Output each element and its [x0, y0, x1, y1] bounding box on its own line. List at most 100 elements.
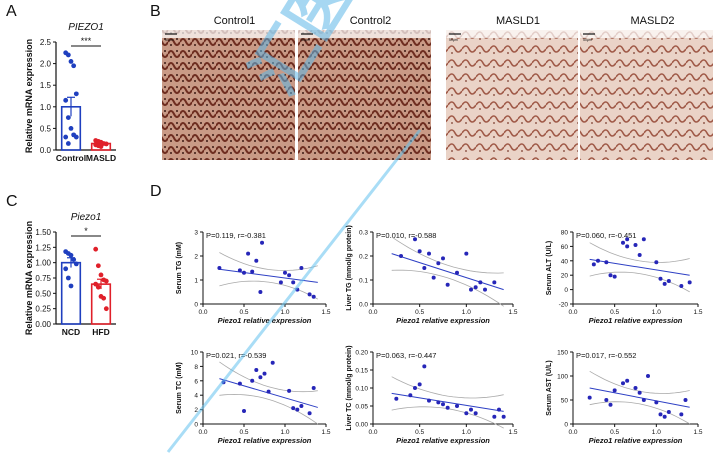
scatter-2-point — [464, 251, 469, 256]
scatter-6-point — [646, 374, 650, 378]
panel-letter-d: D — [150, 183, 162, 200]
scatter-2-point — [413, 237, 417, 242]
scatter-6-point — [604, 398, 609, 402]
scatter-5-stat: P=0.063, r=-0.447 — [376, 351, 436, 360]
scatter-1-point — [250, 269, 255, 274]
c-ytick-label: 1.50 — [35, 228, 51, 237]
scatter-2-point — [431, 275, 436, 280]
scatter-3-point — [612, 274, 617, 279]
a-point — [103, 141, 109, 147]
scatter-5-point — [473, 411, 478, 416]
scatter-4-xlabel: Piezo1 relative expression — [218, 436, 312, 445]
a-ylabel: Relative mRNA expression — [24, 39, 34, 153]
scatter-6-point — [625, 378, 630, 383]
a-point — [63, 134, 69, 140]
scatter-4-point — [266, 389, 271, 394]
c-title: Piezo1 — [71, 212, 102, 223]
scatter-1-ylabel: Serum TG (mM) — [176, 242, 183, 294]
scatter-3-point — [621, 240, 625, 245]
scatter-2-xtick-label: 1.0 — [462, 309, 471, 316]
scatter-2-point — [445, 282, 450, 287]
scatter-4-point — [250, 378, 255, 383]
histology-image-3 — [446, 30, 578, 160]
scatter-4-xtick-label: 0.5 — [239, 429, 248, 436]
scatter-1-point — [278, 280, 283, 285]
histology-title-3: MASLD1 — [496, 15, 540, 27]
scatter-5-point — [492, 414, 497, 419]
scatter-3-xtick-label: 0.0 — [568, 309, 577, 316]
scatter-2-point — [399, 254, 403, 258]
c-point — [68, 252, 74, 258]
scatter-3-stat: P=0.060, r=-0.451 — [576, 231, 636, 240]
scatter-5-ytick-label: 0.00 — [355, 422, 368, 429]
scatter-4-point — [254, 368, 259, 372]
scatter-1-point — [217, 266, 222, 270]
scatter-5-ylabel: Liver TC (mmol/g protein) — [346, 345, 353, 430]
scatter-6-point — [658, 412, 663, 417]
c-point — [93, 246, 99, 252]
scatter-5-point — [445, 405, 450, 410]
c-sig-label: * — [84, 226, 88, 236]
scatter-1-ytick-label: 0 — [194, 302, 198, 309]
scatter-4-ytick-label: 8 — [194, 364, 198, 371]
scatter-3-point — [658, 276, 663, 281]
scatter-6-point — [633, 386, 638, 390]
scatter-6-ci-lower — [589, 401, 690, 425]
scatter-6-point — [637, 390, 642, 395]
scatter-3-ytick-label: -20 — [559, 302, 569, 309]
scatter-2-point — [422, 266, 427, 270]
scatter-6-stat: P=0.017, r=-0.552 — [576, 351, 636, 360]
histology-title-1: Control1 — [214, 15, 256, 27]
scatter-2-xtick-label: 1.5 — [508, 309, 517, 316]
scatter-3-point — [662, 281, 667, 286]
histology-image-2 — [298, 30, 431, 160]
c-ytick-label: 0.25 — [35, 305, 51, 314]
scatter-3-point — [625, 237, 630, 242]
scatter-5-point — [417, 382, 422, 387]
scatter-6-ytick-label: 150 — [557, 350, 568, 357]
scatter-6-xtick-label: 1.0 — [652, 429, 661, 436]
a-point — [68, 59, 74, 64]
scatter-4-ylabel: Serum TC (mM) — [176, 362, 183, 414]
scatter-2-ci-lower — [391, 269, 504, 307]
scatter-6-point — [621, 381, 625, 386]
scatter-2-stat: P=0.010, r=-0.588 — [376, 231, 436, 240]
panel-letter-c: C — [6, 193, 18, 210]
panel-letter-a: A — [6, 3, 17, 20]
histology-title-2: Control2 — [350, 15, 392, 27]
scatter-1-xtick-label: 0.0 — [198, 309, 207, 316]
scatter-3-xtick-label: 1.5 — [693, 309, 702, 316]
scatter-5-ci-upper — [391, 376, 504, 399]
scatter-5-point — [422, 364, 427, 369]
scatter-1-point — [260, 240, 265, 245]
scatter-3-xtick-label: 1.0 — [652, 309, 661, 316]
scatter-4-ci-lower — [219, 393, 319, 425]
scatter-3-point — [637, 253, 642, 258]
scatter-2-point — [436, 261, 441, 266]
scatter-1-ytick-label: 1 — [194, 278, 198, 285]
scatter-6-point — [666, 410, 671, 414]
scatter-2-point — [478, 280, 483, 285]
scatter-1-point — [242, 270, 246, 275]
histology-image-4 — [580, 30, 713, 160]
scatter-3-ci-lower — [589, 271, 690, 293]
c-point — [65, 275, 71, 281]
scatter-4-point — [287, 388, 292, 393]
scatter-1-point — [287, 273, 292, 278]
scatter-4-ytick-label: 10 — [191, 350, 199, 357]
histology-lumen — [162, 30, 295, 38]
scatter-1-xtick-label: 1.0 — [280, 309, 289, 316]
scatter-3-point — [608, 273, 613, 278]
c-point — [68, 283, 74, 289]
scatter-3-ytick-label: 80 — [561, 230, 569, 237]
c-ytick-label: 0.75 — [35, 274, 51, 283]
scatter-2-xlabel: Piezo1 relative expression — [396, 316, 490, 325]
c-point — [101, 295, 107, 301]
scatter-5-point — [497, 407, 501, 412]
scatter-6-point — [683, 398, 688, 402]
a-point — [73, 91, 79, 97]
scale-bar-label: 50μm — [301, 38, 310, 42]
scatter-2-point — [483, 287, 487, 292]
scatter-6-xtick-label: 1.5 — [693, 429, 702, 436]
scatter-4-point — [242, 409, 246, 414]
